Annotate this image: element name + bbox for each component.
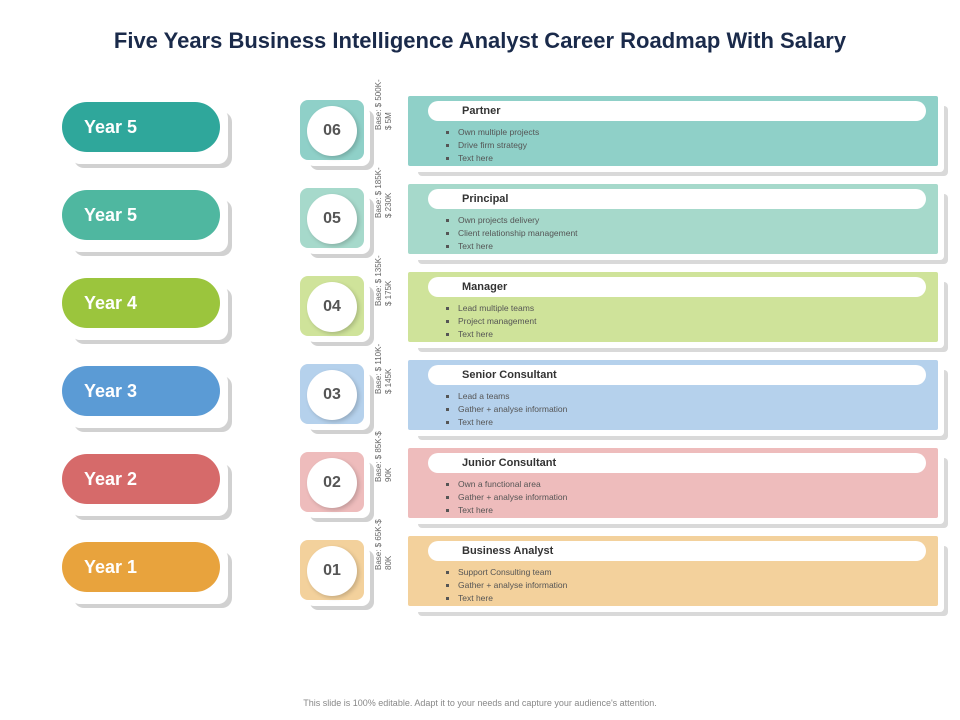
roadmap-row: Year 506Base: $ 500K- $ 5MPartnerOwn mul… <box>54 90 914 178</box>
bullet-item: Drive firm strategy <box>458 139 539 152</box>
year-pill: Year 5 <box>62 102 220 152</box>
year-pill: Year 4 <box>62 278 220 328</box>
bullet-item: Text here <box>458 416 567 429</box>
year-pill: Year 5 <box>62 190 220 240</box>
role-title: Senior Consultant <box>428 365 926 385</box>
bullet-item: Text here <box>458 240 578 253</box>
bullet-item: Text here <box>458 592 567 605</box>
step-number: 01 <box>307 546 357 596</box>
bullet-item: Text here <box>458 152 539 165</box>
role-bullets: Own a functional areaGather + analyse in… <box>446 478 567 516</box>
bullet-item: Gather + analyse information <box>458 579 567 592</box>
roadmap-row: Year 303Base: $ 110K- $ 145KSenior Consu… <box>54 354 914 442</box>
step-number: 04 <box>307 282 357 332</box>
page-title: Five Years Business Intelligence Analyst… <box>0 0 960 68</box>
role-bullets: Own projects deliveryClient relationship… <box>446 214 578 252</box>
bullet-item: Own projects delivery <box>458 214 578 227</box>
step-number: 06 <box>307 106 357 156</box>
footer-note: This slide is 100% editable. Adapt it to… <box>0 698 960 708</box>
bullet-item: Gather + analyse information <box>458 491 567 504</box>
role-bullets: Lead a teamsGather + analyse information… <box>446 390 567 428</box>
step-number: 02 <box>307 458 357 508</box>
role-title: Business Analyst <box>428 541 926 561</box>
salary-label: Base: $ 65K-$ 80K <box>374 519 393 570</box>
year-pill: Year 1 <box>62 542 220 592</box>
roadmap-row: Year 505Base: $ 185K- $ 230KPrincipalOwn… <box>54 178 914 266</box>
bullet-item: Own multiple projects <box>458 126 539 139</box>
salary-label: Base: $ 500K- $ 5M <box>374 79 393 130</box>
role-title: Manager <box>428 277 926 297</box>
roadmap-row: Year 404Base: $ 135K- $ 175KManagerLead … <box>54 266 914 354</box>
salary-label: Base: $ 185K- $ 230K <box>374 167 393 218</box>
year-pill: Year 3 <box>62 366 220 416</box>
bullet-item: Gather + analyse information <box>458 403 567 416</box>
roadmap-row: Year 101Base: $ 65K-$ 80KBusiness Analys… <box>54 530 914 618</box>
bullet-item: Lead multiple teams <box>458 302 536 315</box>
role-title: Partner <box>428 101 926 121</box>
role-title: Principal <box>428 189 926 209</box>
bullet-item: Lead a teams <box>458 390 567 403</box>
salary-label: Base: $ 135K- $ 175K <box>374 255 393 306</box>
salary-label: Base: $ 110K- $ 145K <box>374 344 393 394</box>
bullet-item: Text here <box>458 504 567 517</box>
bullet-item: Text here <box>458 328 536 341</box>
roadmap-row: Year 202Base: $ 85K-$ 90KJunior Consulta… <box>54 442 914 530</box>
year-pill: Year 2 <box>62 454 220 504</box>
bullet-item: Project management <box>458 315 536 328</box>
roadmap-grid: Year 506Base: $ 500K- $ 5MPartnerOwn mul… <box>54 90 914 618</box>
bullet-item: Client relationship management <box>458 227 578 240</box>
salary-label: Base: $ 85K-$ 90K <box>374 431 393 482</box>
role-bullets: Own multiple projectsDrive firm strategy… <box>446 126 539 164</box>
role-title: Junior Consultant <box>428 453 926 473</box>
step-number: 05 <box>307 194 357 244</box>
bullet-item: Own a functional area <box>458 478 567 491</box>
step-number: 03 <box>307 370 357 420</box>
bullet-item: Support Consulting team <box>458 566 567 579</box>
role-bullets: Lead multiple teamsProject managementTex… <box>446 302 536 340</box>
role-bullets: Support Consulting teamGather + analyse … <box>446 566 567 604</box>
